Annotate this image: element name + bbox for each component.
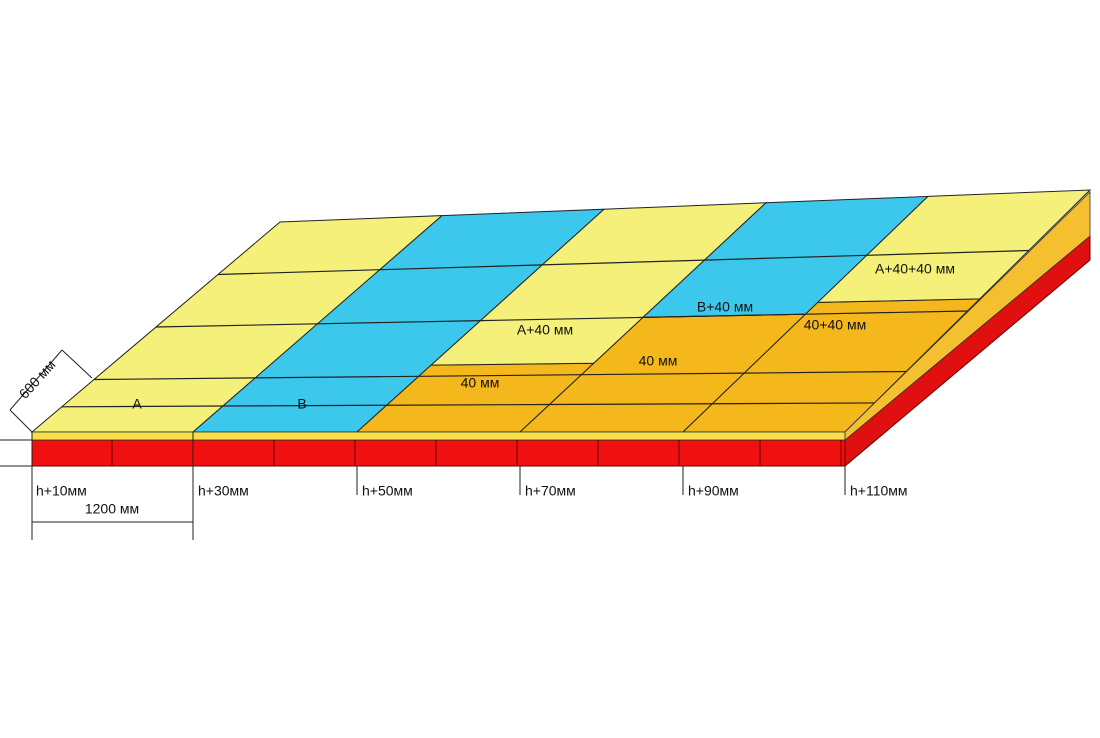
height-label: h+30мм: [198, 483, 249, 499]
panel-seam: [866, 249, 1029, 256]
panel-label: B: [297, 396, 306, 412]
height-label: h+10мм: [36, 483, 87, 499]
length-label: 1200 мм: [85, 501, 139, 517]
panel-seam: [805, 310, 968, 315]
panel-seam: [217, 269, 380, 276]
panel-seam: [61, 405, 223, 408]
panel-seam: [418, 374, 582, 377]
panel-label: 40 мм: [461, 375, 500, 391]
panel-label: A+40 мм: [517, 322, 573, 338]
width-label: 600 мм: [16, 357, 59, 402]
panel-label: 40+40 мм: [804, 317, 866, 333]
panel-strip: [816, 189, 1092, 303]
panel-seam: [581, 372, 745, 376]
layer-side: [844, 191, 1091, 441]
floor-slab: [30, 189, 1092, 433]
panel-label: B+40 мм: [697, 299, 753, 315]
panel-seam: [255, 375, 419, 379]
panel-seam: [712, 402, 875, 405]
panel-seam: [542, 259, 705, 266]
panel-seam: [155, 323, 318, 328]
panel-label: 40 мм: [639, 353, 678, 369]
panel-label: A: [132, 396, 142, 412]
panel-seam: [317, 320, 481, 325]
height-label: h+70мм: [525, 483, 576, 499]
panel-seam: [222, 404, 387, 407]
panel-seam: [93, 377, 256, 381]
panel-seam: [744, 370, 907, 374]
height-label: h+90мм: [688, 483, 739, 499]
layer-front: [31, 431, 846, 441]
panel-seam: [386, 403, 550, 406]
base-front: [31, 439, 846, 467]
panel-seam: [379, 264, 543, 271]
panel-seam: [549, 403, 713, 406]
panel-label: A+40+40 мм: [875, 261, 955, 277]
height-label: h+50мм: [362, 483, 413, 499]
dimensions: [0, 349, 846, 540]
panel-seam: [642, 313, 806, 318]
panel-seam: [480, 316, 644, 322]
height-label: h+110мм: [850, 483, 908, 499]
panel-seam: [704, 254, 867, 261]
